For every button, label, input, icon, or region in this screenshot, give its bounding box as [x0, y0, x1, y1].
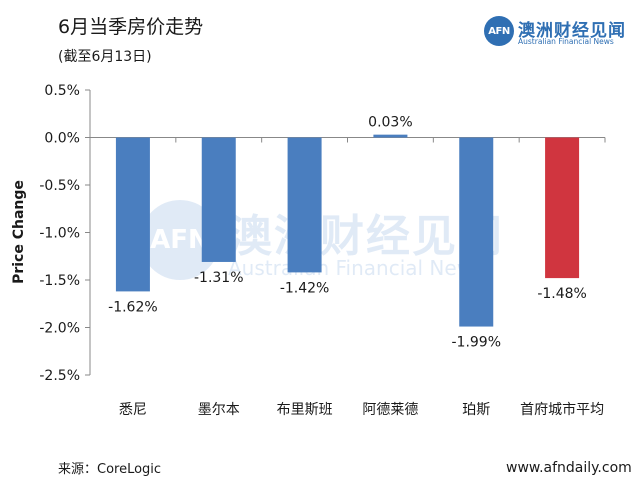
logo-name-cn: 澳洲财经见闻 [518, 21, 626, 41]
data-label: -1.62% [108, 299, 158, 315]
chart-subtitle: (截至6月13日) [58, 49, 152, 65]
y-tick-label: -2.5% [39, 368, 80, 384]
logo-mark: AFN [484, 16, 514, 46]
bar [373, 134, 408, 138]
bar [545, 137, 580, 279]
website-link[interactable]: www.afndaily.com [506, 460, 632, 476]
category-label: 珀斯 [462, 402, 490, 418]
data-label: 0.03% [368, 115, 412, 131]
category-label: 悉尼 [119, 402, 147, 418]
y-tick-label: 0.0% [44, 131, 80, 147]
bar [115, 137, 150, 292]
y-tick-label: 0.5% [44, 83, 80, 99]
y-tick-label: -1.5% [39, 273, 80, 289]
chart-title: 6月当季房价走势 [58, 16, 204, 38]
logo-name-en: Australian Financial News [518, 37, 614, 46]
data-label: -1.48% [537, 286, 587, 302]
y-tick-label: -2.0% [39, 321, 80, 337]
category-label: 布里斯班 [277, 402, 333, 418]
bar [459, 137, 494, 327]
bar [287, 137, 322, 273]
source-note: 来源：CoreLogic [58, 462, 162, 477]
data-label: -1.99% [451, 335, 501, 351]
data-label: -1.31% [194, 270, 244, 286]
y-axis-label: Price Change [11, 180, 27, 284]
brand-logo: AFN 澳洲财经见闻 Australian Financial News [484, 16, 634, 48]
category-label: 阿德莱德 [362, 402, 418, 418]
category-label: 首府城市平均 [520, 401, 604, 418]
data-label: -1.42% [280, 280, 330, 296]
y-tick-label: -1.0% [39, 226, 80, 242]
category-label: 墨尔本 [198, 402, 240, 418]
bar [201, 137, 236, 262]
y-tick-label: -0.5% [39, 178, 80, 194]
